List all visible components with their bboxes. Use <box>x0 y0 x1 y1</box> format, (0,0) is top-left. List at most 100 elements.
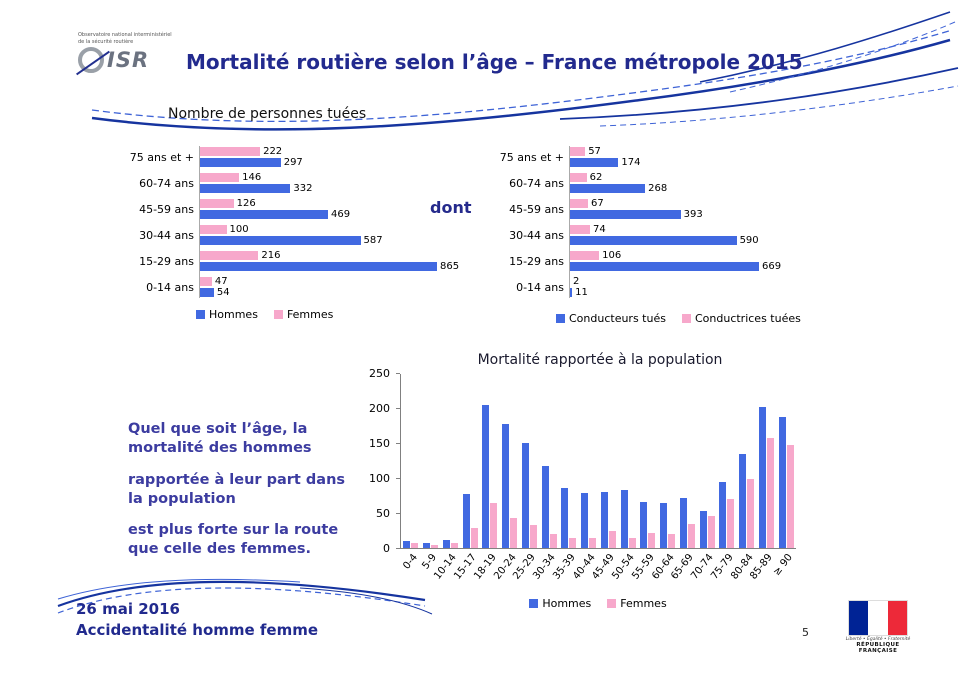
bar <box>541 466 549 548</box>
category-label: 30-44 ans <box>139 228 194 242</box>
bar-value: 67 <box>591 198 604 209</box>
bar <box>199 225 227 234</box>
bar-group: 106 669 <box>569 250 781 272</box>
bar <box>699 510 707 548</box>
legend-item: Conductrices tuées <box>681 312 801 325</box>
bar <box>608 530 616 548</box>
bar-group: 15-17 <box>452 374 480 582</box>
y-tick-mark <box>396 408 400 409</box>
bar <box>482 404 490 548</box>
bar-value: 174 <box>621 157 641 168</box>
bar <box>766 438 774 548</box>
bar-value: 297 <box>283 157 303 168</box>
bar <box>640 501 648 548</box>
category-label: 0-14 ans <box>516 280 564 294</box>
bar-value: 74 <box>593 224 606 235</box>
bar <box>569 199 589 208</box>
legend-swatch <box>196 310 205 319</box>
bar-value: 393 <box>683 209 703 220</box>
bar <box>569 173 587 182</box>
legend-item: Femmes <box>273 308 333 321</box>
bar <box>739 453 747 548</box>
bar-group: 0-4 <box>401 374 421 572</box>
bar-value: 332 <box>293 183 313 194</box>
bar-value: 54 <box>216 287 230 298</box>
bar <box>529 524 537 548</box>
y-tick-label: 0 <box>383 542 390 555</box>
bar <box>199 251 259 260</box>
bar-value: 47 <box>214 276 228 287</box>
bar-value: 2 <box>573 276 580 287</box>
french-flag-icon <box>848 600 908 636</box>
bar-line: 865 <box>199 261 459 272</box>
y-tick-label: 250 <box>369 367 390 380</box>
bar-line: 74 <box>569 224 759 235</box>
legend-item: Hommes <box>529 597 591 610</box>
bar <box>502 424 510 548</box>
bar <box>431 545 439 548</box>
category-label: 45-59 ans <box>509 202 564 216</box>
bar-group: 50-54 <box>610 374 638 582</box>
bar-line: 393 <box>569 209 703 220</box>
bar <box>581 492 589 548</box>
chart-row: 0-14 ans 2 11 <box>478 274 781 300</box>
bar <box>648 533 656 548</box>
bar <box>199 288 214 297</box>
chart-row: 15-29 ans 216 865 <box>102 248 459 274</box>
bar-group: 75-79 <box>709 374 737 582</box>
bar-line: 174 <box>569 157 641 168</box>
bar <box>569 225 591 234</box>
bar-group: 222 297 <box>199 146 303 168</box>
page-title: Mortalité routière selon l’âge – France … <box>186 50 803 74</box>
bar-line: 11 <box>569 287 588 298</box>
bar <box>600 492 608 548</box>
bar-value: 587 <box>363 235 383 246</box>
bar <box>668 534 676 548</box>
republique-motto: Liberté • Égalité • Fraternité <box>845 637 911 642</box>
bar <box>660 502 668 548</box>
bar <box>620 489 628 548</box>
footer-date: 26 mai 2016 <box>76 600 180 618</box>
bar <box>462 494 470 548</box>
y-tick-mark <box>396 548 400 549</box>
bar <box>403 541 411 548</box>
category-label: 60-74 ans <box>509 176 564 190</box>
bar-group: 60-64 <box>650 374 678 582</box>
bar <box>778 417 786 548</box>
category-label: 0-14 ans <box>146 280 194 294</box>
charts-subtitle: Nombre de personnes tuées <box>168 106 367 122</box>
bar-group: 2 11 <box>569 276 588 298</box>
category-label: 45-59 ans <box>139 202 194 216</box>
legend-personnes-tuees: Hommes Femmes <box>196 308 333 321</box>
chart-row: 0-14 ans 47 54 <box>102 274 459 300</box>
bar-value: 57 <box>588 146 601 157</box>
bar-group: 85-89 <box>748 374 777 582</box>
page-number: 5 <box>802 626 809 639</box>
bar <box>569 538 577 548</box>
bar-value: 100 <box>229 224 249 235</box>
bar <box>569 262 759 271</box>
bar-group: ≥ 90 <box>771 374 796 578</box>
bar <box>687 523 695 548</box>
bar-line: 222 <box>199 146 303 157</box>
bar <box>758 406 766 548</box>
chart-row: 15-29 ans 106 669 <box>478 248 781 274</box>
bar <box>199 262 437 271</box>
bar <box>561 487 569 548</box>
chart-row: 75 ans et + 57 174 <box>478 144 781 170</box>
commentary-paragraph: Quel que soit l’âge, la mortalité des ho… <box>128 421 312 456</box>
legend-swatch <box>681 314 691 323</box>
y-tick-label: 200 <box>369 402 390 415</box>
x-tick-label: 0-4 <box>400 552 420 572</box>
commentary-text: Quel que soit l’âge, la mortalité des ho… <box>128 420 356 572</box>
bar-group: 40-44 <box>571 374 599 582</box>
bar <box>719 481 727 548</box>
bar <box>679 497 687 548</box>
bar-group: 62 268 <box>569 172 667 194</box>
legend-item: Hommes <box>196 308 258 321</box>
bar-value: 222 <box>263 146 283 157</box>
bar <box>786 445 794 548</box>
bar <box>569 184 646 193</box>
bar <box>490 502 498 548</box>
